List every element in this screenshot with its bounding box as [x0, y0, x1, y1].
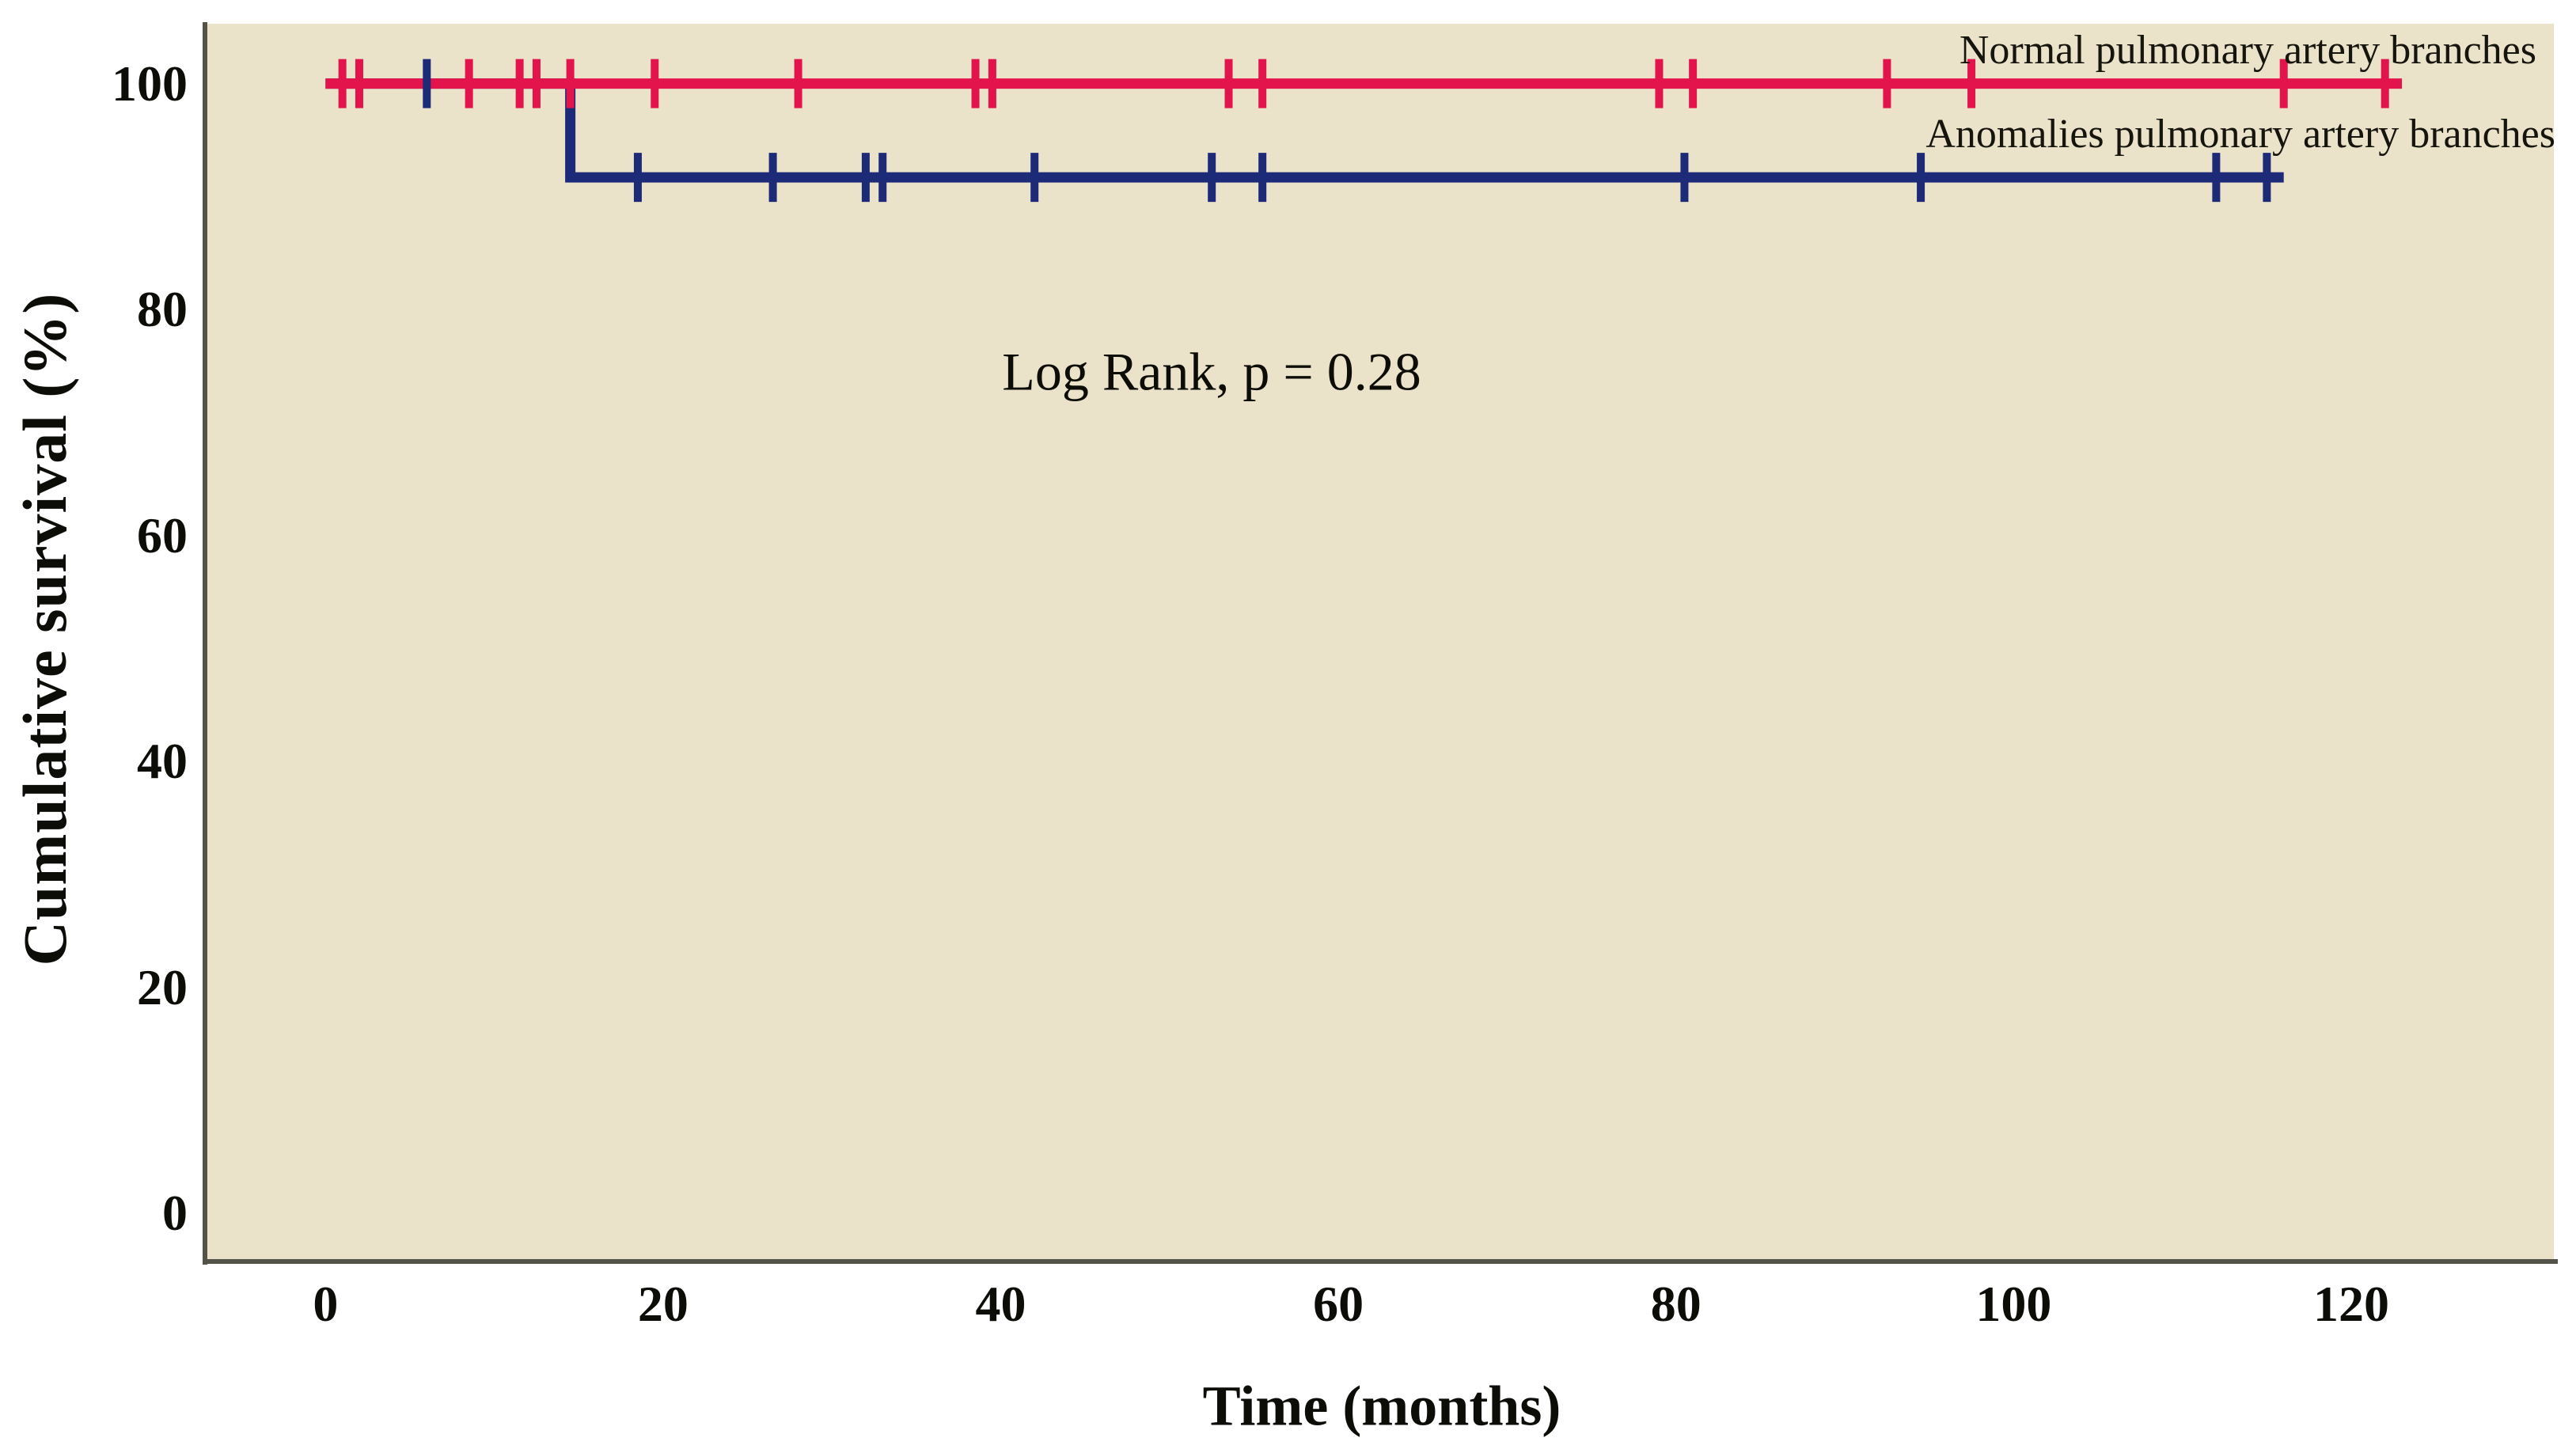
legend-label-normal: Normal pulmonary artery branches — [1959, 28, 2536, 73]
y-tick-label: 0 — [162, 1185, 188, 1242]
x-tick-label: 40 — [975, 1276, 1026, 1332]
x-tick-label: 60 — [1313, 1276, 1364, 1332]
y-tick-label: 20 — [137, 958, 188, 1015]
censor-marks-normal — [338, 59, 2389, 108]
y-axis-title: Cumulative survival (%) — [10, 292, 79, 966]
x-axis-title: Time (months) — [1202, 1374, 1561, 1438]
x-tick-label: 0 — [313, 1276, 339, 1332]
y-axis-line — [203, 22, 207, 1265]
y-tick-label: 100 — [112, 55, 188, 112]
y-tick-label: 60 — [137, 506, 188, 563]
plot-area-background — [207, 24, 2554, 1261]
x-tick-label: 120 — [2313, 1276, 2390, 1332]
x-axis-line — [203, 1259, 2558, 1264]
legend-label-anomalies: Anomalies pulmonary artery branches — [1925, 112, 2555, 157]
y-tick-label: 40 — [137, 733, 188, 790]
x-tick-label: 100 — [1975, 1276, 2052, 1332]
x-tick-label: 20 — [637, 1276, 689, 1332]
censor-marks-anomalies — [423, 59, 2271, 203]
x-tick-label: 80 — [1650, 1276, 1702, 1332]
log-rank-annotation: Log Rank, p = 0.28 — [1002, 341, 1421, 402]
y-tick-label: 80 — [137, 281, 188, 338]
